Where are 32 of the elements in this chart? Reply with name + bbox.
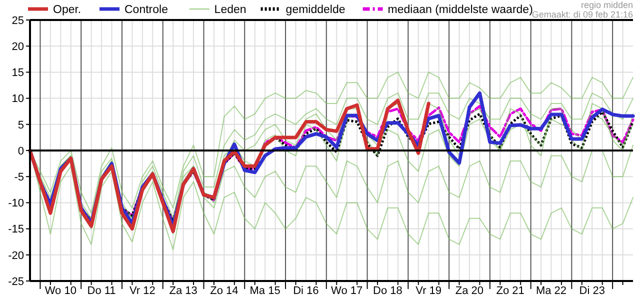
x-tick-label: Ma 15 (250, 285, 280, 297)
y-tick-label: 5 (18, 119, 24, 132)
y-tick-label: 20 (12, 40, 24, 53)
x-tick-label: Wo 10 (44, 285, 76, 297)
text: Gemaakt: di 09 feb 21:16 (532, 10, 633, 20)
text: regio midden (580, 0, 633, 10)
x-tick-label: Vr 19 (416, 285, 442, 297)
legend-label: Oper. (53, 4, 82, 16)
x-tick-label: Zo 14 (210, 285, 238, 297)
y-tick-label: 25 (12, 14, 24, 27)
legend-label: Leden (214, 4, 246, 16)
x-tick-label: Do 18 (373, 285, 402, 297)
x-tick-label: Di 23 (579, 285, 605, 297)
legend-label: gemiddelde (286, 4, 346, 16)
y-tick-label: -25 (8, 276, 24, 288)
y-tick-label: 15 (12, 67, 24, 80)
y-tick-label: -15 (8, 224, 24, 236)
legend-label: Controle (124, 4, 168, 16)
x-tick-label: Do 11 (87, 285, 116, 297)
y-tick-label: -20 (8, 250, 24, 262)
x-tick-label: Za 13 (169, 285, 198, 297)
x-tick-label: Di 16 (293, 285, 319, 297)
x-tick-label: Ma 22 (536, 285, 567, 297)
y-tick-label: -10 (8, 198, 24, 210)
x-tick-label: Za 20 (455, 285, 484, 297)
y-tick-label: 0 (18, 145, 24, 158)
y-tick-label: 10 (12, 93, 24, 106)
x-tick-label: Zo 21 (496, 285, 524, 297)
y-tick-label: -5 (14, 171, 24, 184)
x-tick-label: Vr 12 (129, 285, 156, 297)
x-tick-label: Wo 17 (331, 285, 363, 297)
legend-label: mediaan (middelste waarde) (388, 4, 534, 16)
